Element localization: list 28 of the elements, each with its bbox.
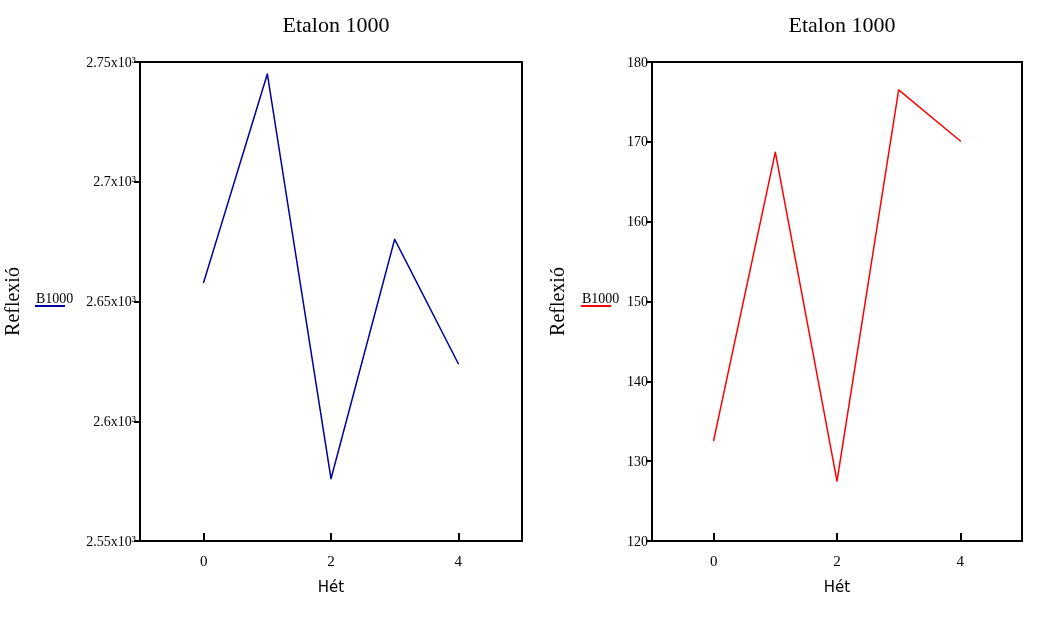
x-axis-title: Hét <box>823 577 851 596</box>
x-axis-title: Hét <box>317 577 345 596</box>
x-tick-label: 0 <box>199 552 208 569</box>
y-tick-label: 160 <box>627 214 648 230</box>
y-tick-label: 2.7x10³ <box>93 174 136 190</box>
x-tick-label: 4 <box>454 552 463 569</box>
text: B1000 <box>582 290 620 306</box>
chart-title: Etalon 1000 <box>788 11 896 37</box>
y-tick-label: 2.65x10³ <box>86 294 136 309</box>
y-axis-title: Reflexió <box>546 267 568 336</box>
y-tick-label: 180 <box>627 54 648 70</box>
x-tick-label: 2 <box>327 552 335 569</box>
y-tick-label: 170 <box>627 134 648 150</box>
text: B1000 <box>36 290 74 306</box>
x-tick-label: 0 <box>709 552 718 569</box>
y-tick-label: 2.6x10³ <box>93 413 136 429</box>
y-tick-label: 150 <box>627 294 648 309</box>
y-tick-label: 130 <box>627 453 648 469</box>
y-tick-label: 120 <box>627 533 648 549</box>
line-series <box>712 89 962 482</box>
chart-title: Etalon 1000 <box>282 11 390 37</box>
x-tick-label: 2 <box>833 552 841 569</box>
y-axis-title: Reflexió <box>1 267 23 336</box>
line-series <box>202 73 460 480</box>
y-tick-label: 140 <box>627 373 648 389</box>
x-tick-label: 4 <box>956 552 965 569</box>
y-tick-label: 2.75x10³ <box>86 54 136 70</box>
y-tick-label: 2.55x10³ <box>86 533 136 549</box>
